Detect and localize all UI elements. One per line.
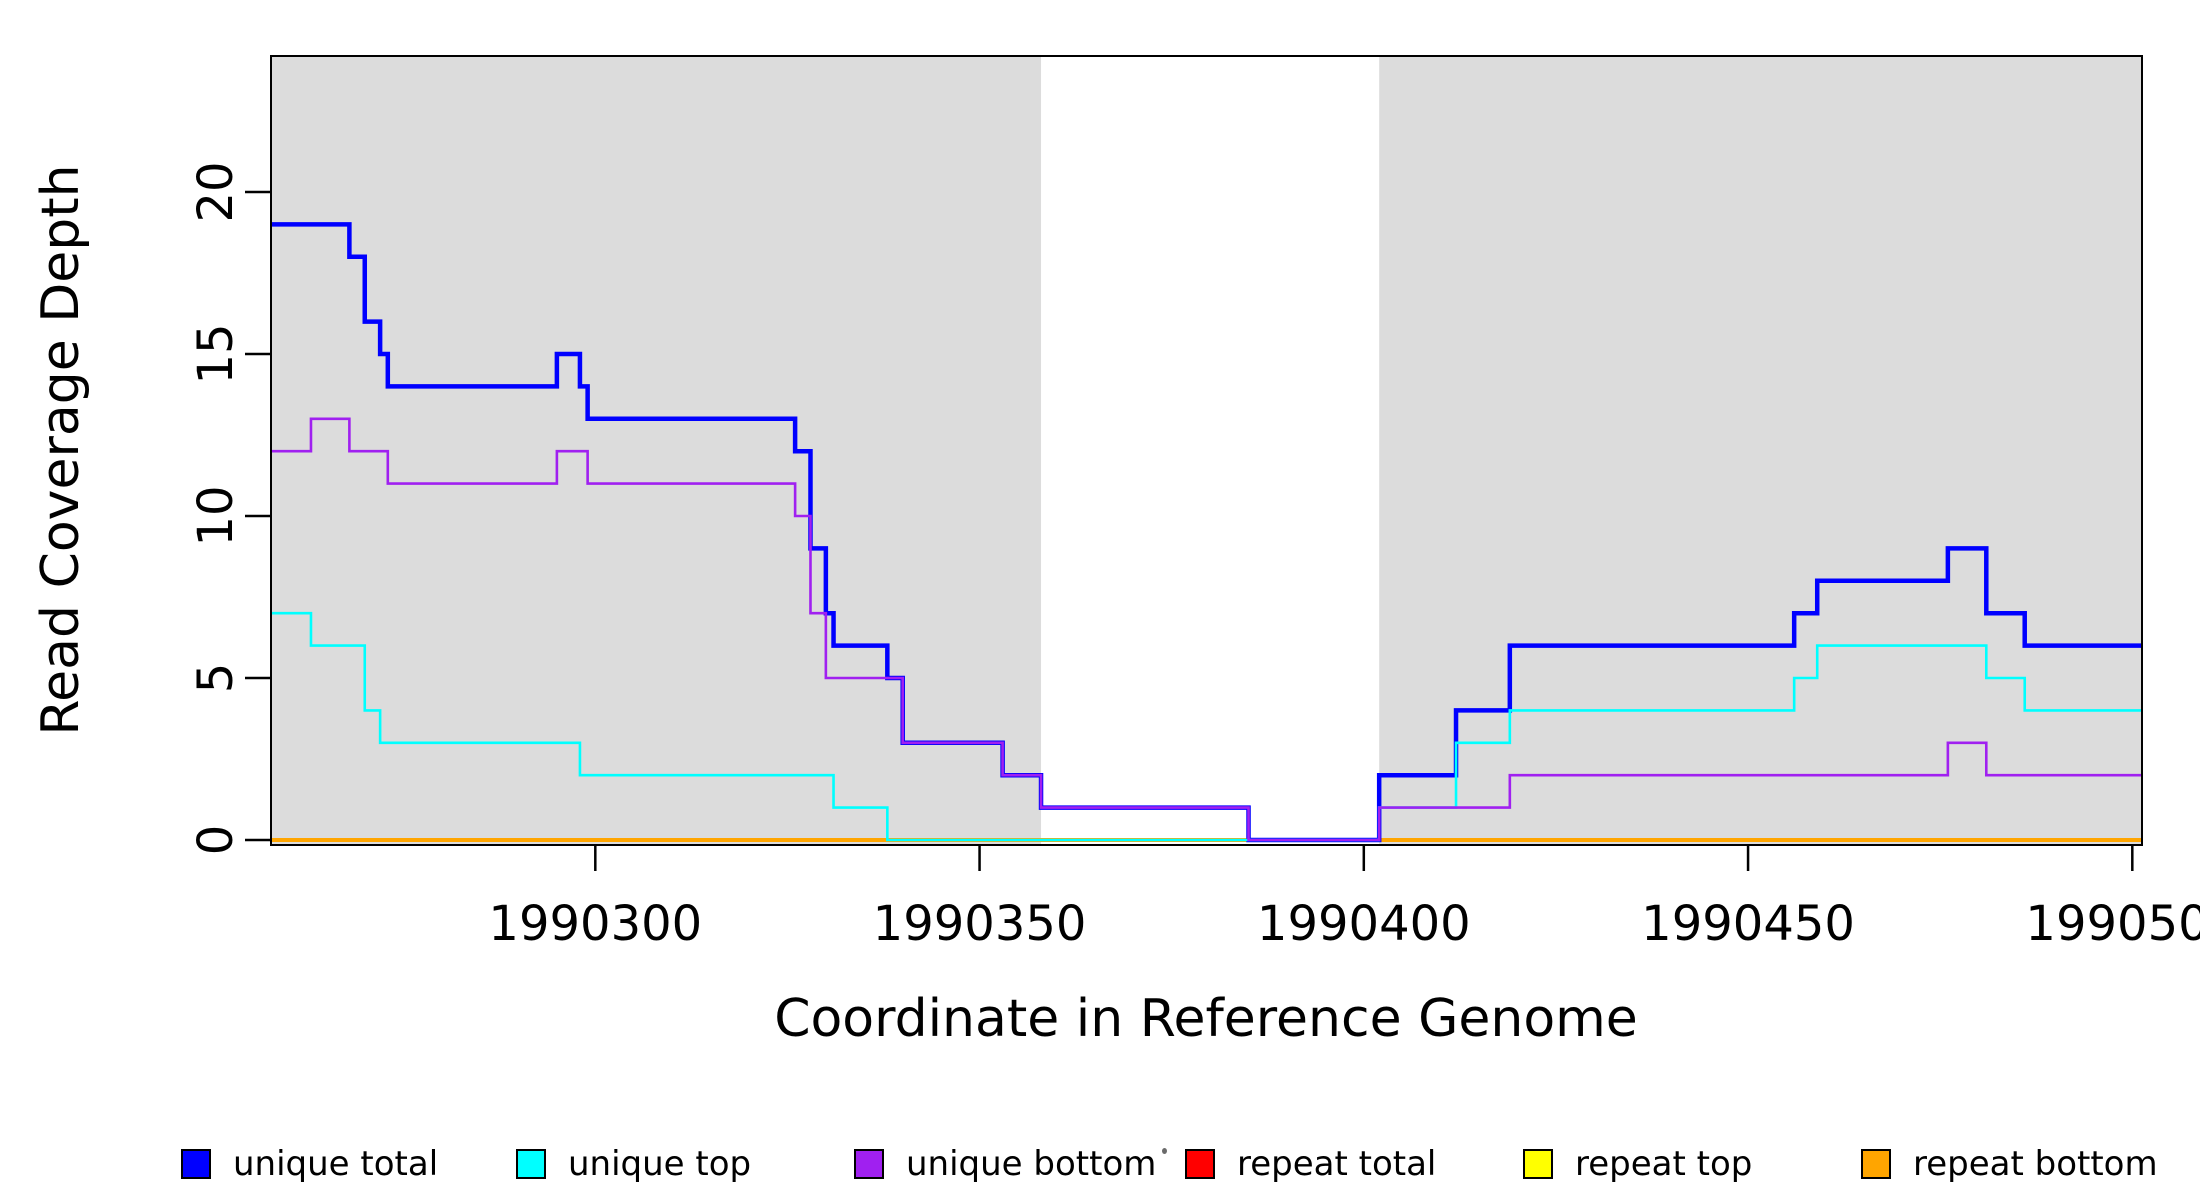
legend-label: repeat bottom <box>1913 1144 2158 1184</box>
x-tick-label: 1990300 <box>488 896 702 952</box>
legend-swatch-icon <box>1861 1149 1891 1179</box>
legend: unique total unique top unique bottom repea… <box>0 1147 2200 1191</box>
legend-label: unique bottom <box>906 1144 1157 1184</box>
x-tick-label: 1990450 <box>1641 896 1855 952</box>
gray-region-right <box>1379 57 2142 844</box>
y-tick-label: 15 <box>188 323 244 384</box>
legend-item-repeat-top: repeat top <box>1523 1147 1752 1181</box>
y-tick-label: 10 <box>188 485 244 546</box>
y-tick-label: 20 <box>188 161 244 222</box>
gray-region-left <box>271 57 1042 844</box>
stray-dot-artifact <box>1162 1148 1167 1154</box>
legend-swatch-icon <box>1523 1149 1553 1179</box>
legend-item-unique-top: unique top <box>516 1147 751 1181</box>
legend-label: repeat top <box>1575 1144 1753 1184</box>
legend-swatch-icon <box>516 1149 546 1179</box>
y-tick-label: 5 <box>188 663 244 694</box>
legend-swatch-icon <box>854 1149 884 1179</box>
series-lines-layer <box>271 222 2142 843</box>
legend-swatch-icon <box>181 1149 211 1179</box>
shaded-regions-layer <box>271 57 2142 844</box>
plot-box <box>270 55 2143 846</box>
x-axis-title: Coordinate in Reference Genome <box>774 989 1638 1049</box>
series-line-unique-bottom <box>271 417 2142 842</box>
legend-label: repeat total <box>1237 1144 1437 1184</box>
legend-swatch-icon <box>1185 1149 1215 1179</box>
legend-item-unique-total: unique total <box>181 1147 438 1181</box>
legend-item-repeat-total: repeat total <box>1185 1147 1436 1181</box>
y-axis-title: Read Coverage Depth <box>31 164 91 735</box>
y-tick-label: 0 <box>188 825 244 856</box>
legend-item-repeat-bottom: repeat bottom <box>1861 1147 2158 1181</box>
x-tick-label: 1990350 <box>873 896 1087 952</box>
legend-label: unique top <box>568 1144 752 1184</box>
x-tick-label: 1990400 <box>1257 896 1471 952</box>
legend-label: unique total <box>233 1144 439 1184</box>
legend-item-unique-bottom: unique bottom <box>854 1147 1156 1181</box>
